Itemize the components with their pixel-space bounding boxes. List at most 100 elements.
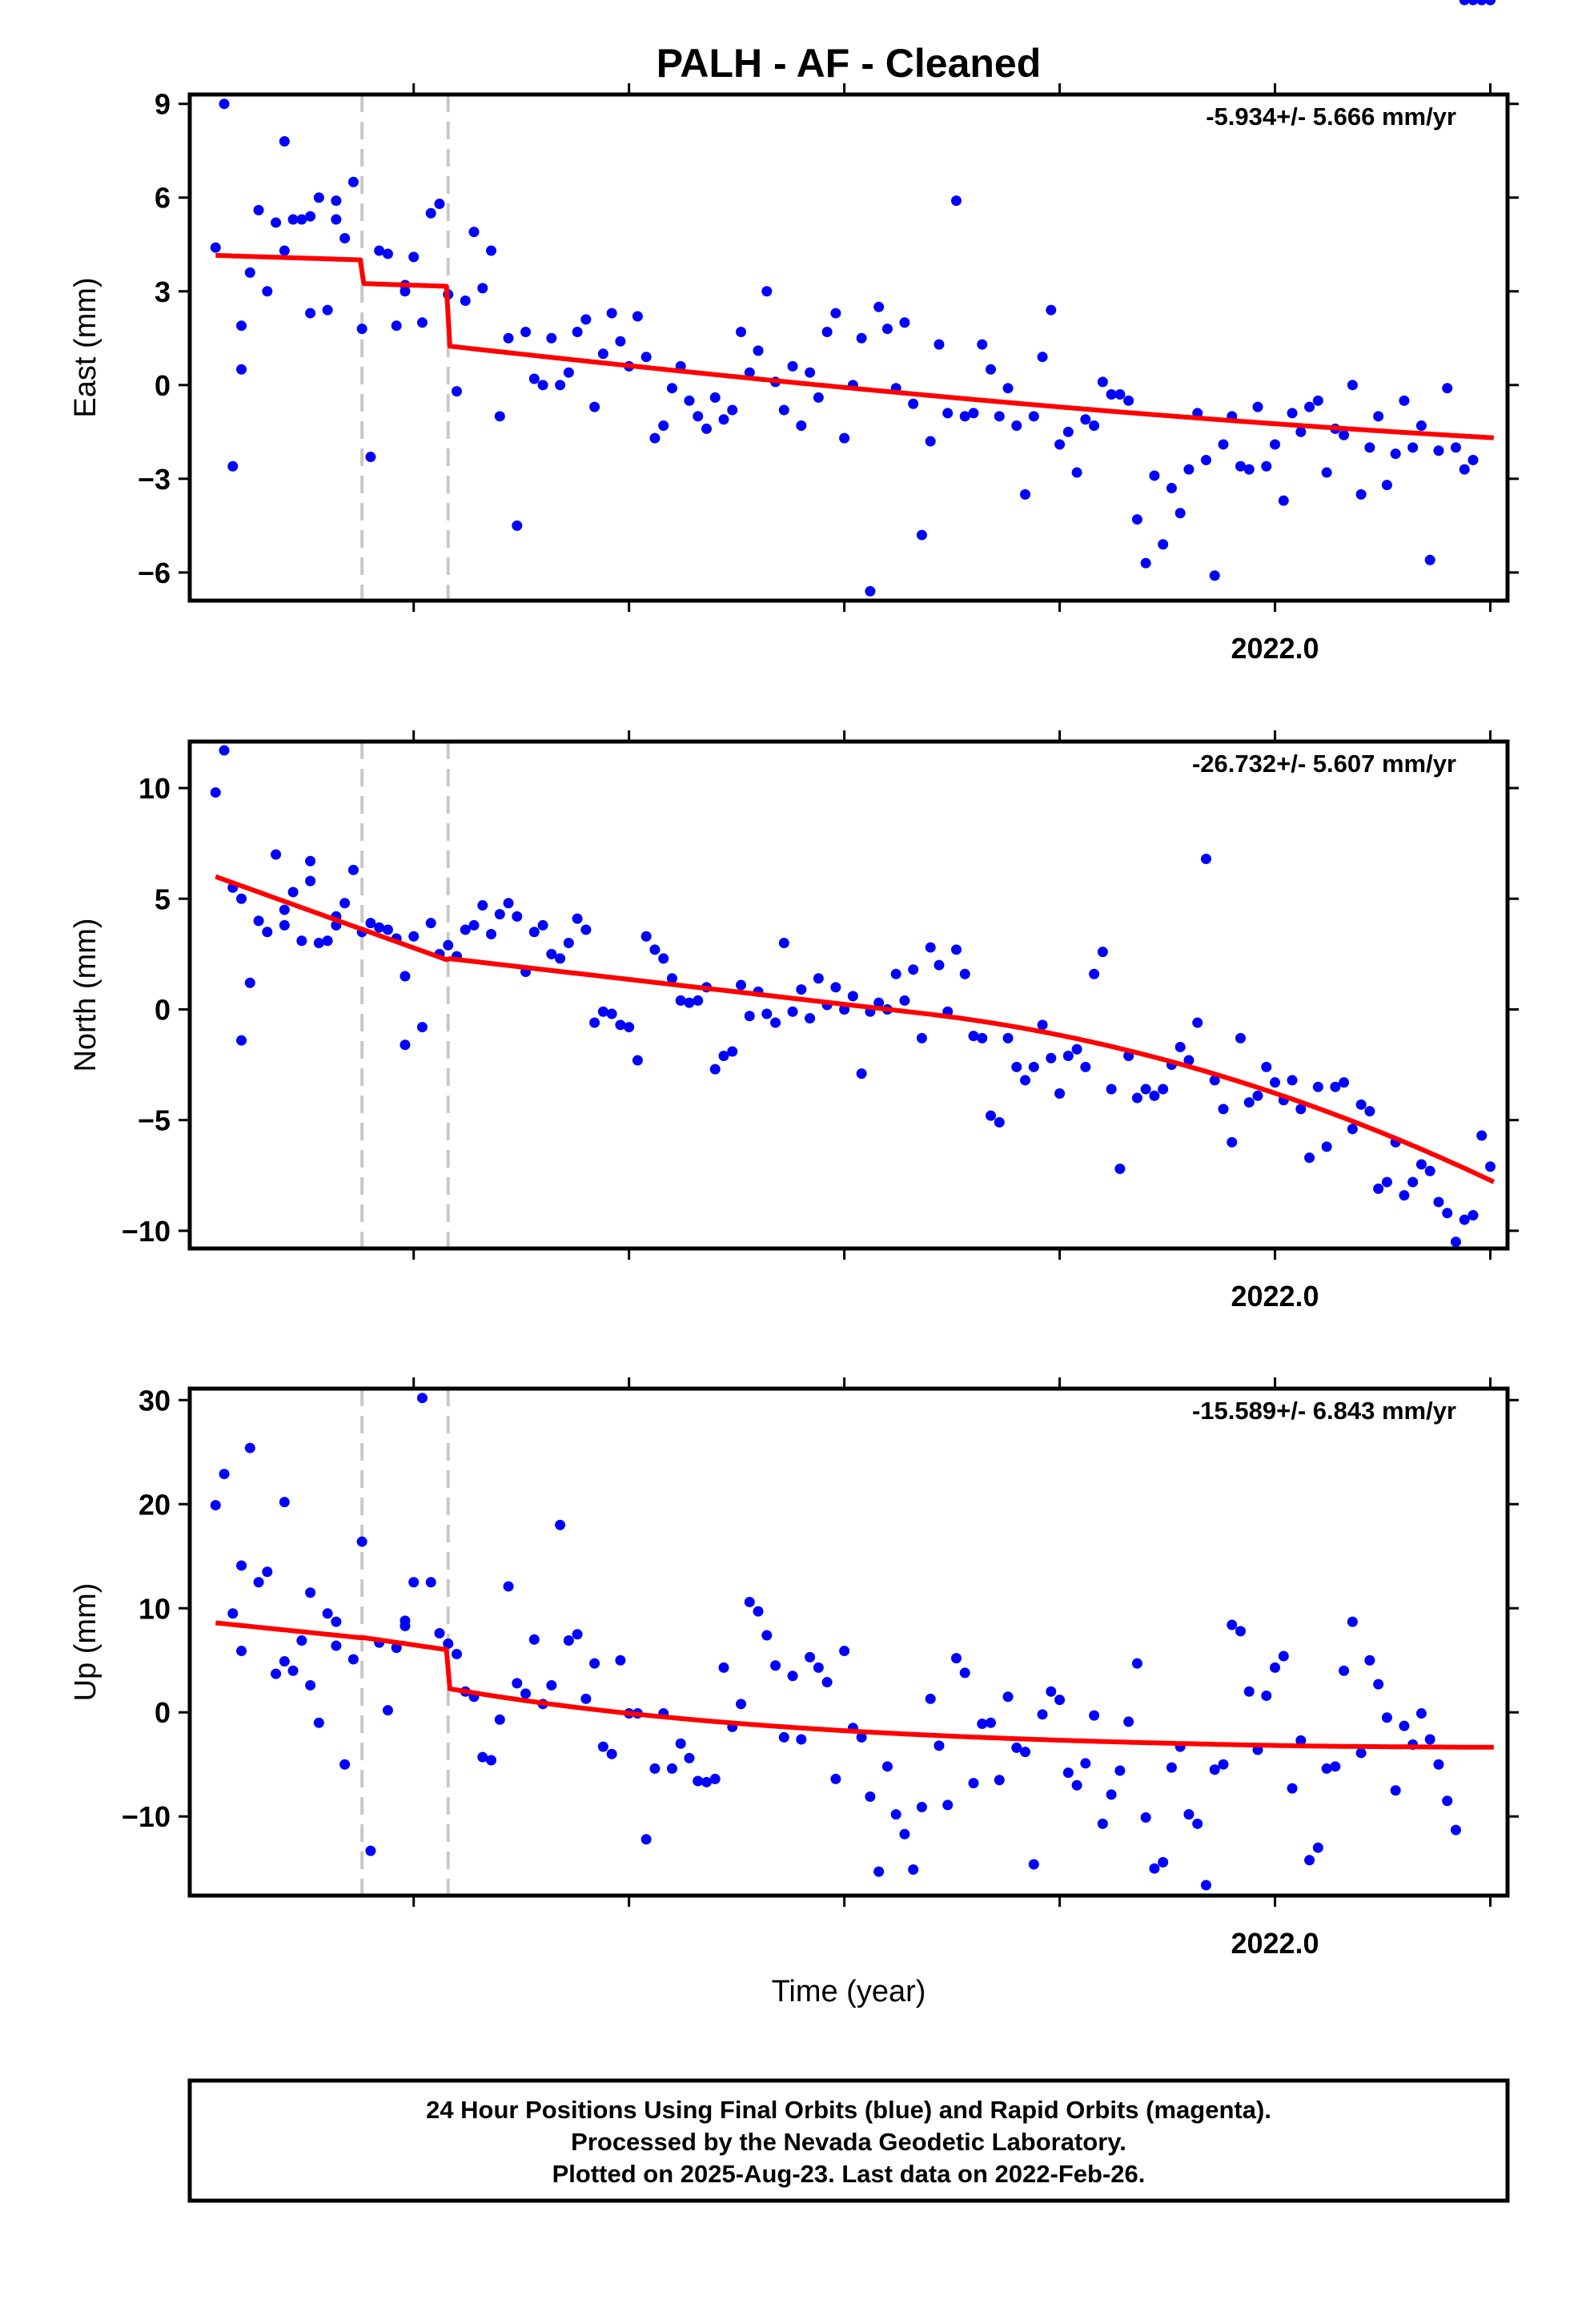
data-point — [468, 919, 480, 931]
data-point — [236, 1646, 247, 1657]
data-point — [675, 1738, 686, 1749]
data-point — [563, 938, 574, 949]
data-point — [1235, 1032, 1246, 1043]
data-point — [305, 1679, 316, 1691]
data-point — [1484, 0, 1496, 6]
data-point — [658, 420, 669, 432]
data-point — [1415, 420, 1427, 432]
data-point — [425, 1577, 436, 1588]
data-point — [382, 248, 393, 259]
data-point — [1114, 1163, 1126, 1174]
data-point — [236, 320, 247, 332]
data-point — [942, 408, 954, 419]
data-point — [1399, 1720, 1410, 1731]
data-point — [400, 971, 411, 982]
data-point — [934, 1740, 945, 1751]
data-point — [778, 938, 789, 949]
data-point — [1149, 470, 1160, 481]
data-point — [994, 411, 1005, 422]
data-point — [640, 352, 652, 363]
data-point — [873, 997, 885, 1008]
data-point — [1054, 1088, 1066, 1100]
data-point — [236, 364, 247, 375]
data-point — [313, 192, 324, 203]
data-point — [986, 1717, 997, 1728]
data-point — [1123, 395, 1134, 406]
data-point — [684, 997, 695, 1008]
y-tick-label: 0 — [155, 369, 171, 402]
y-tick-label: −10 — [122, 1800, 171, 1833]
data-point — [1209, 570, 1220, 581]
data-point — [1330, 1761, 1341, 1772]
data-point — [796, 1734, 807, 1745]
data-point — [1433, 1759, 1444, 1770]
data-point — [460, 295, 471, 306]
data-point — [296, 214, 307, 225]
data-point — [434, 199, 445, 210]
data-point — [718, 414, 729, 425]
data-point — [934, 959, 945, 971]
data-point — [1243, 1097, 1255, 1108]
data-point — [839, 432, 850, 444]
data-point — [382, 924, 393, 935]
y-tick-label: −6 — [138, 557, 171, 589]
data-point — [512, 520, 523, 531]
data-point — [580, 1693, 592, 1704]
data-point — [994, 1775, 1005, 1786]
data-point — [959, 411, 970, 422]
x-tick-label: 2022.0 — [1231, 1927, 1319, 1960]
y-tick-label: −5 — [138, 1104, 171, 1137]
data-point — [1140, 1084, 1151, 1095]
data-point — [942, 1799, 954, 1811]
data-point — [339, 232, 351, 243]
footer-line-1: 24 Hour Positions Using Final Orbits (bl… — [426, 2096, 1271, 2124]
data-point — [1287, 1783, 1298, 1794]
data-point — [709, 1773, 721, 1784]
data-point — [1270, 439, 1281, 450]
data-point — [416, 1393, 428, 1404]
data-point — [709, 1063, 721, 1075]
data-point — [1407, 1176, 1419, 1188]
data-point — [1028, 411, 1039, 422]
data-point — [890, 968, 901, 979]
data-point — [1218, 439, 1229, 450]
y-tick-label: −10 — [122, 1215, 171, 1248]
data-point — [503, 898, 514, 909]
y-tick-label: 10 — [139, 772, 171, 805]
data-point — [494, 411, 505, 422]
data-point — [624, 1022, 635, 1033]
data-point — [279, 1497, 290, 1508]
chart-panels: 2022.0 −6 −3 0 3 6 9 East (mm) -5.934+/- 5.666 m… — [69, 0, 1519, 2008]
data-point — [227, 1608, 239, 1619]
data-point — [701, 1776, 712, 1787]
data-point — [512, 1678, 523, 1689]
data-point — [1459, 0, 1470, 6]
x-tick-label: 2022.0 — [1231, 632, 1319, 665]
data-point — [778, 1731, 789, 1743]
data-point — [486, 928, 497, 939]
data-point — [1071, 467, 1082, 478]
data-point — [839, 1646, 850, 1657]
data-point — [649, 944, 661, 955]
data-point — [1261, 460, 1272, 472]
data-point — [1442, 383, 1453, 394]
data-point — [1450, 1236, 1461, 1248]
data-point — [1295, 1104, 1307, 1115]
data-point — [787, 1006, 798, 1017]
data-point — [1373, 411, 1384, 422]
data-point — [1339, 429, 1350, 440]
data-point — [528, 1634, 540, 1645]
data-point — [236, 1560, 247, 1571]
data-point — [925, 436, 936, 447]
data-point — [1442, 1795, 1453, 1807]
data-point — [322, 1608, 333, 1619]
data-point — [1131, 1092, 1142, 1104]
data-point — [632, 311, 643, 322]
data-point — [1097, 376, 1108, 388]
data-point — [1002, 1032, 1014, 1043]
data-point — [770, 1017, 781, 1028]
data-point — [356, 324, 367, 335]
data-point — [1261, 1690, 1272, 1701]
data-point — [908, 964, 919, 975]
